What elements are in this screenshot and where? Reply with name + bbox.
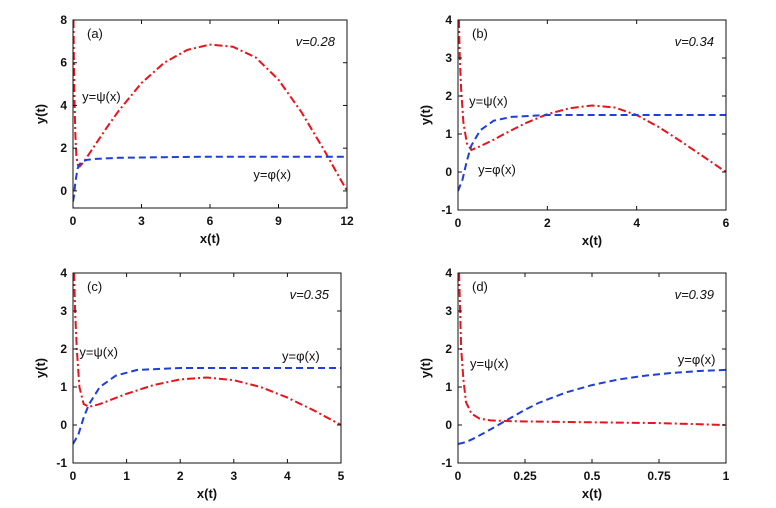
y-tick-label: 8 (60, 13, 67, 27)
x-tick-label: 5 (338, 469, 345, 483)
y-tick-label: 4 (60, 266, 67, 280)
x-axis-label: x(t) (582, 233, 602, 248)
series-line-phi (458, 368, 726, 445)
phi-curve-label: y=φ(x) (678, 352, 716, 367)
x-tick-label: 12 (340, 214, 354, 228)
y-tick-label: -1 (56, 456, 67, 470)
y-tick-label: 4 (445, 266, 452, 280)
phi-curve-label: y=φ(x) (253, 167, 291, 182)
v-value-label: v=0.39 (675, 287, 714, 302)
phi-curve-label: y=φ(x) (282, 348, 320, 363)
psi-curve-label: y=ψ(x) (82, 89, 121, 104)
y-tick-label: 4 (60, 98, 67, 112)
series-line-phi (73, 155, 347, 202)
phi-curve-label: y=φ(x) (478, 162, 516, 177)
y-tick-label: 4 (445, 13, 452, 27)
x-tick-label: 0.25 (513, 469, 537, 483)
y-tick-label: 0 (60, 184, 67, 198)
x-axis-label: x(t) (197, 486, 217, 501)
x-tick-label: 0.75 (647, 469, 671, 483)
x-tick-label: 9 (275, 214, 282, 228)
x-tick-label: 4 (284, 469, 291, 483)
panel-label: (c) (87, 279, 102, 294)
x-tick-label: 0 (70, 214, 77, 228)
x-tick-label: 0 (70, 469, 77, 483)
y-tick-label: 1 (445, 380, 452, 394)
chart-panel-1: 0 3 6 9 12 0 2 4 6 8 x(t) y(t) (a) v=0.28 y=ψ(x) y=φ(x) (33, 13, 354, 246)
y-tick-label: 6 (60, 56, 67, 70)
series-line-psi (458, 20, 726, 173)
y-tick-label: 3 (60, 304, 67, 318)
y-tick-label: 1 (60, 380, 67, 394)
panel-label: (d) (472, 279, 488, 294)
y-tick-label: 2 (60, 342, 67, 356)
x-tick-label: 1 (723, 469, 730, 483)
y-axis-label: y(t) (33, 104, 48, 124)
x-tick-label: 2 (544, 216, 551, 230)
series-line-phi (458, 114, 726, 192)
y-tick-label: 2 (445, 89, 452, 103)
panel-label: (a) (87, 26, 103, 41)
x-tick-label: 3 (230, 469, 237, 483)
y-tick-label: 0 (445, 418, 452, 432)
x-tick-label: 3 (138, 214, 145, 228)
x-tick-label: 6 (723, 216, 730, 230)
v-value-label: v=0.35 (290, 287, 330, 302)
y-tick-label: 3 (445, 304, 452, 318)
v-value-label: v=0.34 (675, 34, 714, 49)
y-tick-label: 0 (60, 418, 67, 432)
y-tick-label: 3 (445, 51, 452, 65)
y-tick-label: 2 (445, 342, 452, 356)
y-axis-label: y(t) (418, 105, 433, 125)
psi-curve-label: y=ψ(x) (79, 345, 118, 360)
plot-frame (72, 272, 342, 464)
y-axis-label: y(t) (33, 358, 48, 378)
y-tick-label: 2 (60, 141, 67, 155)
x-tick-label: 0 (455, 469, 462, 483)
series-line-phi (73, 367, 341, 445)
y-tick-label: -1 (441, 456, 452, 470)
psi-curve-label: y=ψ(x) (469, 94, 508, 109)
x-tick-label: 4 (633, 216, 640, 230)
x-tick-label: 1 (123, 469, 130, 483)
x-tick-label: 6 (207, 214, 214, 228)
x-axis-label: x(t) (200, 231, 220, 246)
y-tick-label: -1 (441, 203, 452, 217)
v-value-label: v=0.28 (296, 34, 336, 49)
y-axis-label: y(t) (418, 358, 433, 378)
x-tick-label: 2 (177, 469, 184, 483)
chart-panel-4: 0 0.25 0.5 0.75 1-101234x(t)y(t)(d)v=0.39y=ψ… (418, 266, 730, 501)
series-line-psi (73, 20, 347, 192)
y-tick-label: 1 (445, 127, 452, 141)
x-tick-label: 0 (455, 216, 462, 230)
y-tick-label: 0 (445, 165, 452, 179)
plot-frame (457, 19, 727, 211)
x-tick-label: 0.5 (584, 469, 601, 483)
x-axis-label: x(t) (582, 486, 602, 501)
psi-curve-label: y=ψ(x) (470, 356, 509, 371)
panel-label: (b) (472, 26, 488, 41)
